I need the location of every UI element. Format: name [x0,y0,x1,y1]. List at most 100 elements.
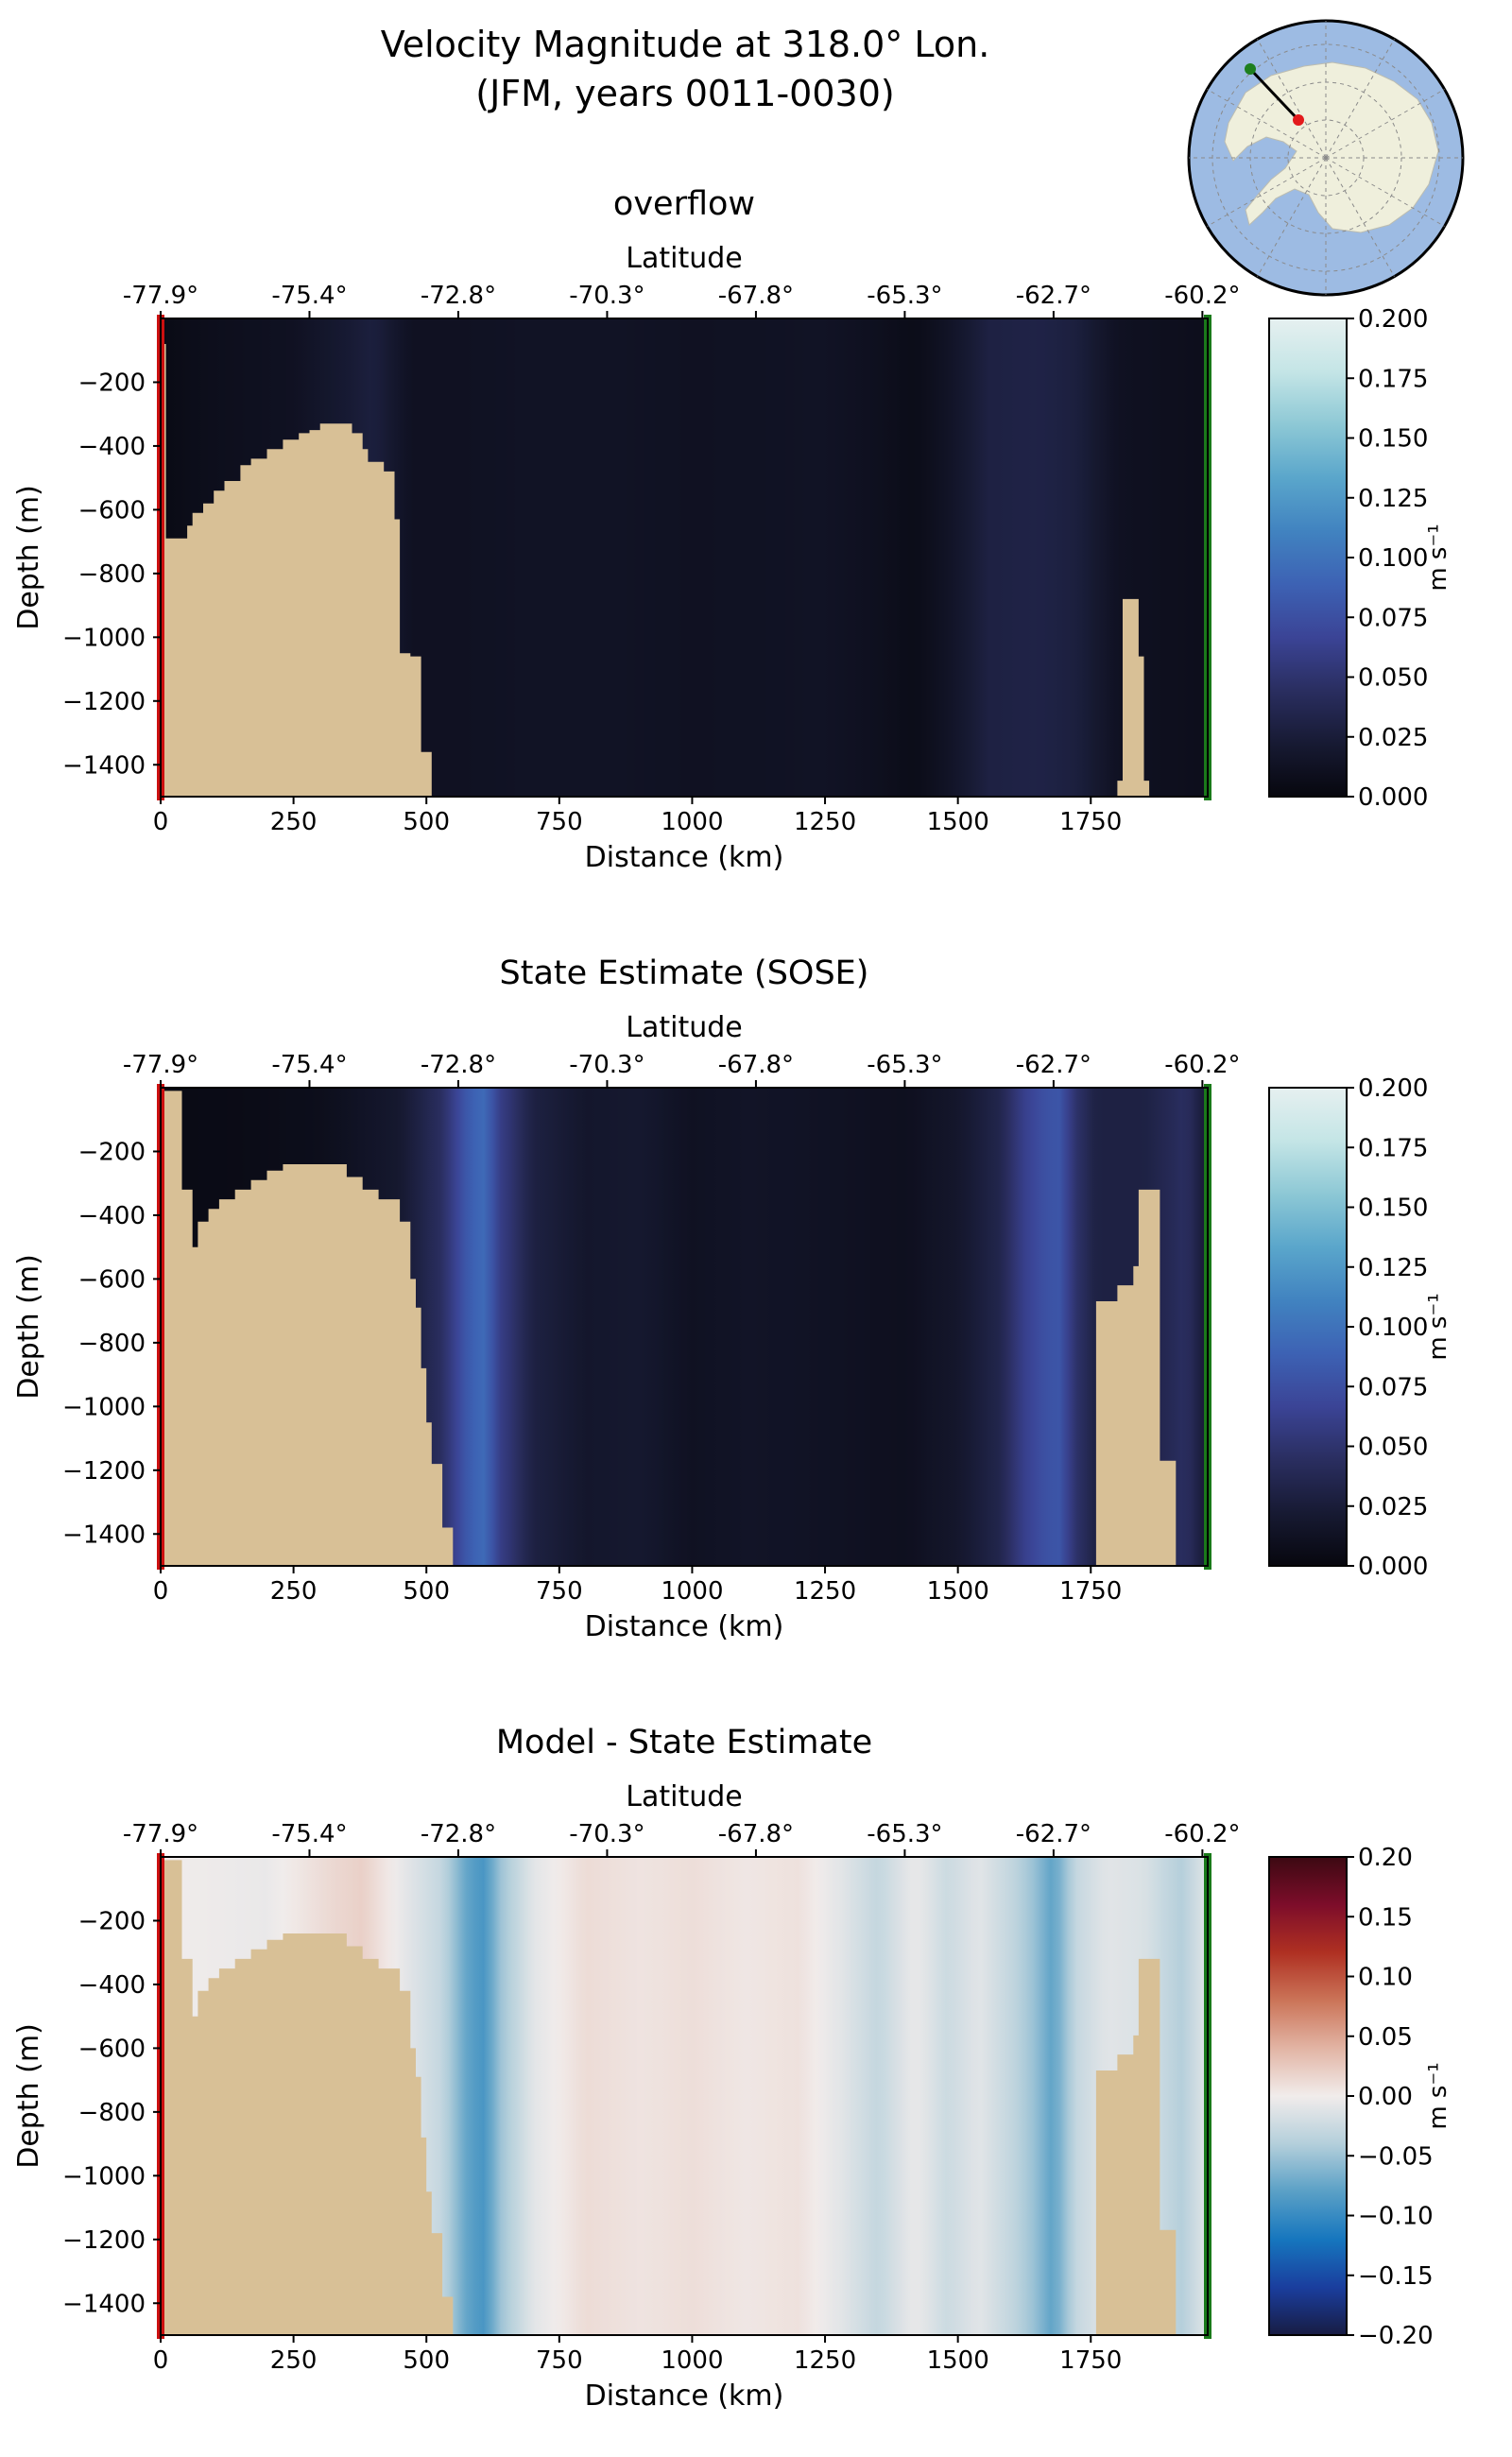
latitude-tick-label: -60.2° [1164,282,1240,310]
colorbar [1268,318,1348,798]
x-tick-label: 0 [153,1577,169,1606]
colorbar-tick-label: 0.000 [1358,783,1428,812]
figure-title-line1: Velocity Magnitude at 318.0° Lon. [381,24,990,65]
colorbar-tick-label: 0.15 [1358,1903,1413,1932]
x-tick-label: 1750 [1059,2346,1122,2375]
map-graticule-meridian [1257,39,1327,159]
bathymetry-land [1091,1189,1177,1566]
y-tick-label: −1400 [62,1521,146,1549]
bathymetry-land [161,1091,458,1566]
panel-title: overflow [613,185,755,223]
x-tick-label: 500 [403,808,450,836]
section-start-marker [1245,63,1256,75]
x-tick-label: 500 [403,1577,450,1606]
latitude-tick-label: -75.4° [271,1820,347,1848]
y-tick-label: −800 [78,2099,146,2127]
chart-panel-1: overflow 0 250 500 750 1000 1250 1500 1750 Distan… [12,185,1452,874]
x-tick-label: 250 [270,2346,318,2375]
colorbar-tick-label: −0.20 [1358,2322,1434,2350]
x-axis-label: Distance (km) [585,1610,784,1643]
x-tick-label: 1000 [661,1577,723,1606]
latitude-tick-label: -62.7° [1016,1820,1091,1848]
bathymetry-land [1117,598,1150,797]
x-tick-label: 750 [536,1577,583,1606]
latitude-tick-label: -60.2° [1164,1051,1240,1079]
map-graticule-meridian [1325,89,1445,159]
chart-panel-2: State Estimate (SOSE) 0 250 500 750 1000 1250 1… [12,954,1452,1643]
colorbar-label: m s⁻¹ [1424,2062,1452,2129]
x-tick-label: 1500 [927,808,989,836]
map-land [1224,61,1439,233]
x-tick-label: 1750 [1059,1577,1122,1606]
colorbar-tick-label: 0.200 [1358,1074,1428,1103]
colorbar-tick-label: −0.05 [1358,2142,1434,2171]
y-tick-label: −400 [78,433,146,461]
colorbar-tick-label: 0.075 [1358,1373,1428,1401]
map-graticule-meridian [1207,157,1327,227]
latitude-tick-label: -60.2° [1164,1820,1240,1848]
map-graticule-meridian [1325,157,1445,227]
latitude-tick-label: -72.8° [421,1820,496,1848]
latitude-tick-label: -65.3° [867,1820,942,1848]
x-tick-label: 0 [153,808,169,836]
x-tick-label: 750 [536,808,583,836]
x-tick-label: 500 [403,2346,450,2375]
colorbar-tick-label: −0.15 [1358,2262,1434,2291]
colorbar-tick-label: 0.05 [1358,2023,1413,2052]
latitude-tick-label: -62.7° [1016,282,1091,310]
colorbar-tick-label: 0.175 [1358,365,1428,393]
latitude-tick-label: -77.9° [123,282,198,310]
x-tick-label: 1250 [794,808,856,836]
latitude-tick-label: -77.9° [123,1051,198,1079]
section-end-marker [1293,114,1304,126]
y-tick-label: −600 [78,496,146,524]
colorbar-tick-label: −0.10 [1358,2203,1434,2231]
colorbar-tick-label: 0.025 [1358,1493,1428,1521]
x-tick-label: 1500 [927,2346,989,2375]
panel-title: Model - State Estimate [496,1724,872,1761]
y-tick-label: −400 [78,1971,146,2000]
y-tick-label: −1200 [62,1457,146,1486]
y-tick-label: −400 [78,1202,146,1230]
antarctica-locator-map [1187,19,1465,297]
map-graticule-meridian [1257,157,1327,277]
bathymetry-land [161,1860,458,2335]
colorbar-tick-label: 0.050 [1358,664,1428,693]
latitude-tick-label: -70.3° [569,1820,644,1848]
map-graticule-meridian [1325,157,1395,277]
x-tick-label: 1500 [927,1577,989,1606]
x-axis-label: Distance (km) [585,2380,784,2413]
y-tick-label: −1200 [62,2226,146,2255]
latitude-tick-label: -70.3° [569,282,644,310]
figure-title-line2: (JFM, years 0011-0030) [475,73,894,114]
latitude-tick-label: -67.8° [718,1820,794,1848]
y-tick-label: −800 [78,1330,146,1358]
plot-frame [160,318,1209,798]
latitude-tick-label: -75.4° [271,1051,347,1079]
x-axis-label: Distance (km) [585,841,784,874]
y-tick-label: −200 [78,1138,146,1166]
colorbar-tick-label: 0.050 [1358,1434,1428,1462]
latitude-tick-label: -65.3° [867,282,942,310]
colorbar-tick-label: 0.20 [1358,1844,1413,1872]
latitude-tick-label: -65.3° [867,1051,942,1079]
colorbar-tick-label: 0.150 [1358,425,1428,454]
x-tick-label: 250 [270,1577,318,1606]
latitude-tick-label: -67.8° [718,282,794,310]
colorbar-tick-label: 0.100 [1358,544,1428,573]
bathymetry-land [161,344,432,797]
plot-frame [160,1856,1209,2336]
x-tick-label: 250 [270,808,318,836]
colorbar-tick-label: 0.075 [1358,604,1428,632]
map-graticule-meridian [1207,89,1327,159]
y-tick-label: −800 [78,560,146,589]
y-tick-label: −600 [78,1265,146,1294]
colorbar-tick-label: 0.00 [1358,2083,1413,2111]
y-tick-label: −1000 [62,1393,146,1421]
y-axis-label: Depth (m) [12,1254,45,1400]
y-axis-label: Depth (m) [12,2023,45,2169]
latitude-tick-label: -67.8° [718,1051,794,1079]
latitude-tick-label: -72.8° [421,282,496,310]
y-tick-label: −1200 [62,688,146,716]
